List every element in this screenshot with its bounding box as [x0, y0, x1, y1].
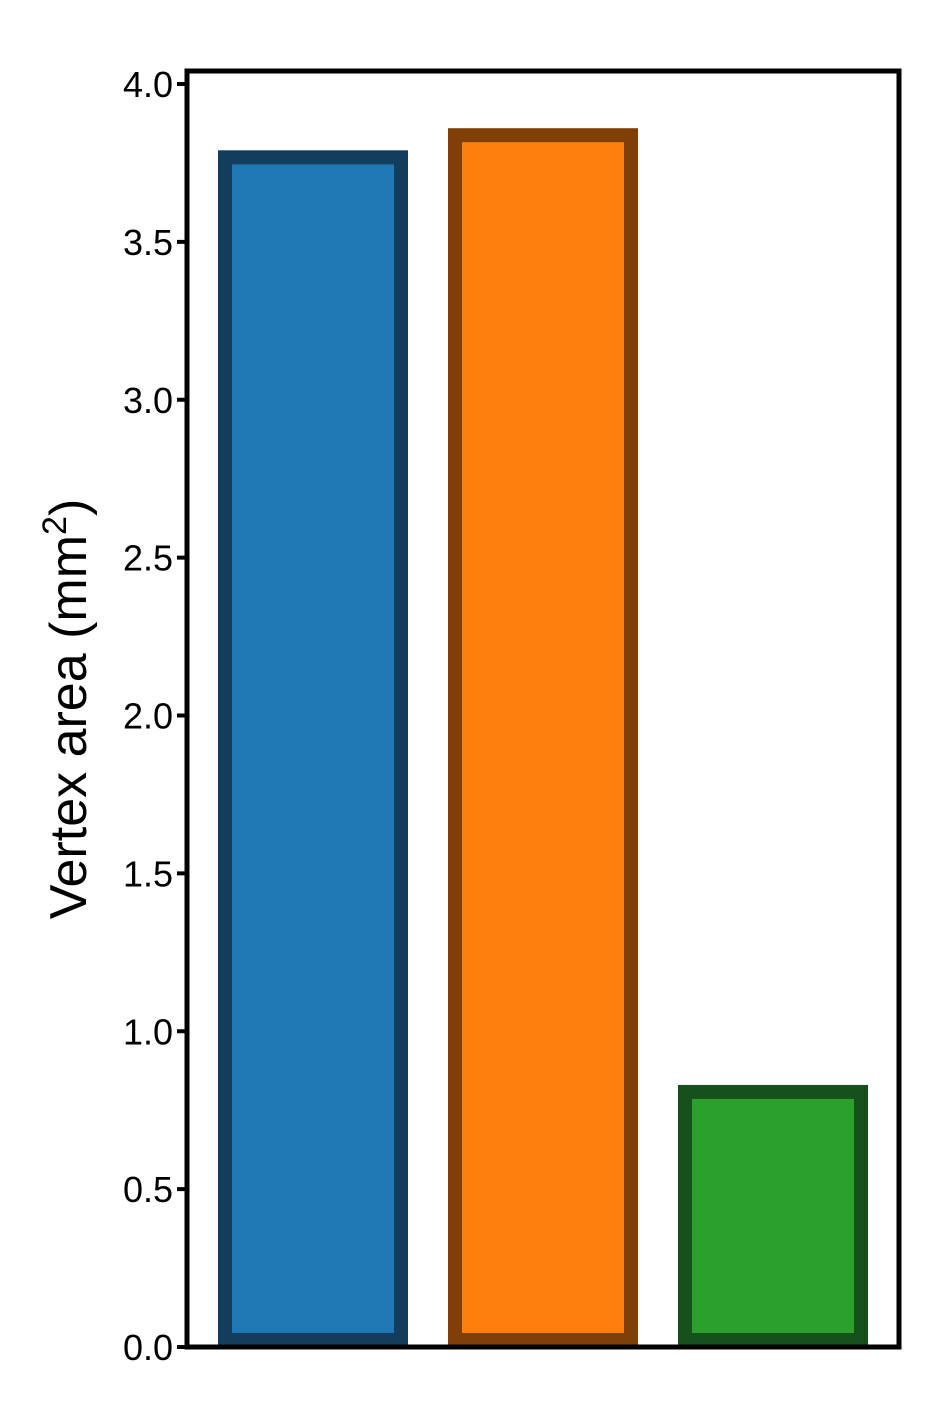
plot-frame [184, 68, 902, 1350]
y-tick-label: 3.5 [123, 222, 173, 263]
bars-layer [218, 128, 868, 1348]
y-axis-title: Vertex area (mm2) [36, 499, 98, 920]
bar-1 [218, 150, 408, 1347]
y-axis-title-superscript: 2 [36, 516, 74, 535]
y-tick-label: 2.0 [123, 696, 173, 737]
y-axis-title-suffix: ) [40, 499, 98, 516]
bar-3 [678, 1084, 868, 1347]
y-tick-label: 2.5 [123, 538, 173, 579]
y-tick-label: 1.0 [123, 1011, 173, 1052]
y-axis-title-text: Vertex area (mm [40, 535, 98, 919]
bar-2 [448, 128, 638, 1348]
y-tick-label: 0.0 [123, 1327, 173, 1368]
y-tick-label: 4.0 [123, 64, 173, 105]
y-tick-label: 3.0 [123, 380, 173, 421]
y-axis: 0.0 0.5 1.0 1.5 2.0 2.5 3.0 3.5 4.0 [123, 64, 187, 1368]
y-tick-label: 1.5 [123, 853, 173, 894]
y-tick-label: 0.5 [123, 1169, 173, 1210]
